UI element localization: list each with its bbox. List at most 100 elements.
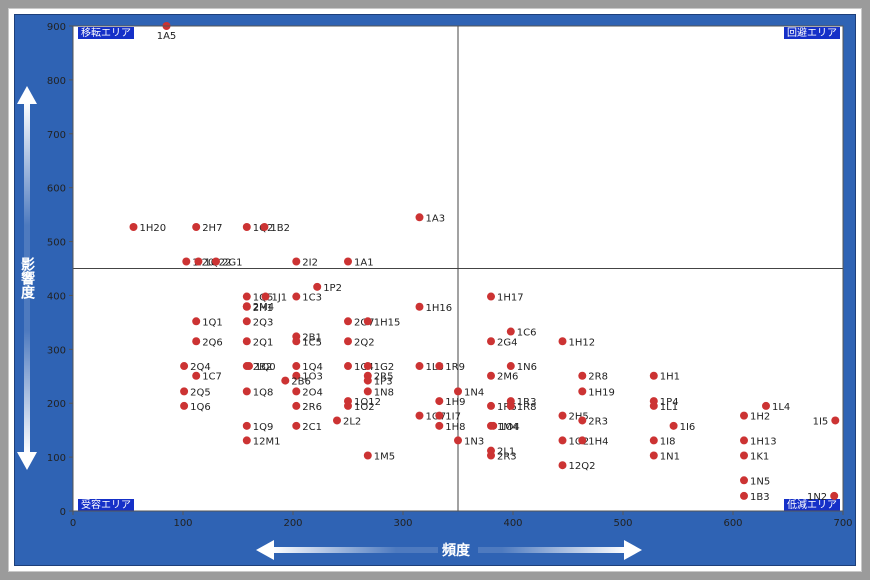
data-point[interactable]: [649, 436, 658, 445]
data-point[interactable]: [182, 257, 191, 266]
data-point[interactable]: [344, 401, 352, 410]
data-point[interactable]: [558, 337, 567, 346]
data-point[interactable]: [740, 476, 748, 485]
data-point[interactable]: [454, 387, 462, 396]
data-point[interactable]: [245, 362, 253, 371]
data-point[interactable]: [242, 223, 251, 232]
data-point[interactable]: [558, 436, 567, 445]
data-point[interactable]: [487, 371, 495, 380]
data-point[interactable]: [415, 213, 424, 222]
data-point[interactable]: [578, 416, 587, 425]
data-point[interactable]: [363, 362, 372, 371]
y-tick-label: 300: [47, 345, 66, 356]
data-point[interactable]: [344, 337, 352, 346]
data-point[interactable]: [292, 421, 301, 430]
data-point[interactable]: [192, 223, 201, 232]
data-point[interactable]: [242, 387, 251, 396]
data-point[interactable]: [487, 292, 495, 301]
data-point-label: 2Q6: [202, 337, 223, 348]
data-point[interactable]: [454, 436, 462, 445]
data-point[interactable]: [363, 376, 372, 385]
data-point[interactable]: [292, 257, 301, 266]
data-point[interactable]: [192, 317, 201, 326]
data-point[interactable]: [192, 371, 201, 380]
data-point[interactable]: [740, 436, 748, 445]
data-point[interactable]: [740, 451, 748, 460]
data-point[interactable]: [649, 371, 658, 380]
data-point[interactable]: [292, 401, 301, 410]
data-point[interactable]: [192, 337, 201, 346]
data-point[interactable]: [260, 223, 269, 232]
data-point[interactable]: [506, 327, 515, 336]
data-point[interactable]: [578, 387, 587, 396]
y-tick-label: 800: [47, 76, 66, 87]
data-point[interactable]: [180, 387, 189, 396]
data-point[interactable]: [242, 436, 251, 445]
data-point[interactable]: [649, 401, 658, 410]
data-point[interactable]: [489, 421, 498, 430]
data-point[interactable]: [129, 223, 138, 232]
data-point[interactable]: [487, 337, 495, 346]
data-point[interactable]: [242, 292, 251, 301]
data-point[interactable]: [363, 317, 372, 326]
data-point-label: 1O12: [354, 397, 381, 408]
data-point[interactable]: [558, 411, 567, 420]
data-point[interactable]: [242, 317, 251, 326]
data-point[interactable]: [435, 411, 444, 420]
data-point[interactable]: [669, 421, 678, 430]
data-point[interactable]: [831, 416, 840, 425]
data-point[interactable]: [487, 401, 495, 410]
data-point-label: 1Q6: [190, 402, 211, 413]
data-point[interactable]: [333, 416, 341, 425]
data-point[interactable]: [762, 401, 770, 410]
data-point[interactable]: [487, 451, 495, 460]
y-tick-label: 100: [47, 453, 66, 464]
data-point[interactable]: [180, 401, 189, 410]
data-point[interactable]: [578, 436, 587, 445]
data-point-label: 2Q1: [253, 337, 274, 348]
data-point[interactable]: [344, 317, 352, 326]
data-point[interactable]: [435, 421, 444, 430]
data-point[interactable]: [292, 371, 301, 380]
data-point[interactable]: [242, 302, 251, 311]
data-point[interactable]: [363, 451, 372, 460]
data-point[interactable]: [292, 292, 301, 301]
data-point[interactable]: [740, 411, 748, 420]
data-point[interactable]: [830, 491, 839, 500]
data-point[interactable]: [261, 292, 270, 301]
data-point-label: 2C1: [302, 422, 322, 433]
data-point[interactable]: [435, 397, 444, 406]
data-point[interactable]: [363, 387, 372, 396]
x-tick-label: 400: [503, 518, 522, 529]
data-point[interactable]: [558, 461, 567, 470]
data-point[interactable]: [415, 362, 424, 371]
data-point[interactable]: [740, 491, 748, 500]
data-point[interactable]: [180, 362, 189, 371]
x-axis-title: 頻度: [442, 542, 471, 559]
data-point[interactable]: [212, 257, 220, 266]
data-point[interactable]: [578, 371, 587, 380]
x-tick-label: 500: [613, 518, 632, 529]
data-point[interactable]: [344, 362, 352, 371]
data-point[interactable]: [292, 362, 301, 371]
data-point[interactable]: [242, 421, 251, 430]
data-point[interactable]: [313, 282, 322, 291]
data-point[interactable]: [281, 376, 290, 385]
data-point[interactable]: [415, 411, 424, 420]
data-point[interactable]: [435, 362, 444, 371]
data-point[interactable]: [292, 337, 301, 346]
data-point[interactable]: [649, 451, 658, 460]
data-point-label: 1I8: [660, 436, 676, 447]
data-point-label: 1Q1: [202, 317, 223, 328]
data-point[interactable]: [194, 257, 203, 266]
plot-border: [72, 25, 844, 512]
data-point[interactable]: [506, 401, 515, 410]
data-point[interactable]: [415, 302, 424, 311]
data-point[interactable]: [292, 387, 301, 396]
data-point[interactable]: [242, 337, 251, 346]
data-point-label: 2B6: [291, 377, 311, 388]
data-point[interactable]: [344, 257, 352, 266]
ticks-layer: 0 100 200 300 400 500 600 700 0 100 200 300 400 500 60…: [47, 22, 853, 529]
data-point-label: 1C7: [202, 372, 222, 383]
data-point[interactable]: [506, 362, 515, 371]
